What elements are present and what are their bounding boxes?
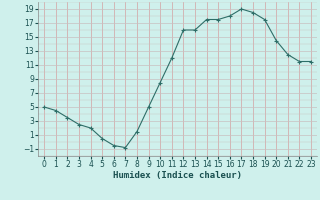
X-axis label: Humidex (Indice chaleur): Humidex (Indice chaleur)	[113, 171, 242, 180]
